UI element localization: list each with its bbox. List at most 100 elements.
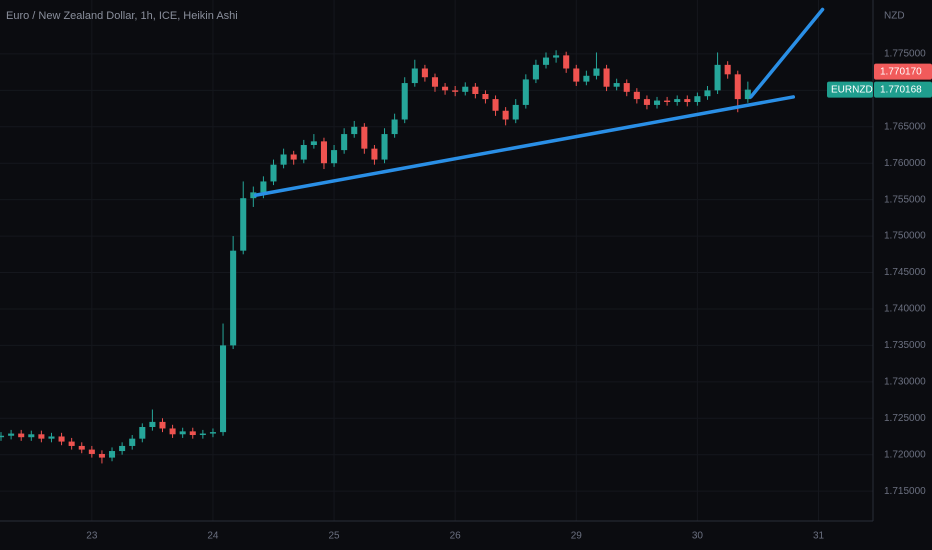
y-tick-label: 1.750000 — [884, 231, 926, 242]
candle-body — [512, 104, 519, 120]
candle-body — [724, 64, 731, 75]
candle-body — [613, 83, 620, 87]
chart-title: Euro / New Zealand Dollar, 1h, ICE, Heik… — [6, 10, 238, 22]
x-tick-label: 30 — [692, 531, 704, 542]
candle-body — [351, 126, 358, 135]
candle-body — [694, 96, 701, 103]
y-tick-label: 1.740000 — [884, 304, 926, 315]
candle-body — [129, 438, 136, 446]
grid — [0, 0, 873, 521]
candle-body — [653, 100, 661, 105]
candle-body — [401, 83, 408, 120]
candle-body — [240, 198, 247, 251]
candle-body — [98, 453, 105, 458]
candle-body — [250, 192, 257, 199]
y-tick-label: 1.745000 — [884, 267, 926, 278]
candle-body — [674, 99, 681, 103]
candle-body — [472, 86, 479, 94]
candle-body — [290, 154, 297, 160]
candle-body — [38, 434, 45, 439]
candle-body — [704, 90, 711, 97]
candle-body — [502, 110, 509, 120]
candle-body — [18, 433, 25, 438]
candle-body — [462, 86, 469, 92]
x-tick-label: 29 — [571, 531, 583, 542]
candle-body — [48, 436, 55, 439]
y-tick-label: 1.730000 — [884, 376, 926, 387]
candle-body — [270, 164, 277, 182]
candle-body — [68, 441, 75, 446]
candle-body — [522, 79, 529, 105]
last-price-label: 1.770170 — [880, 66, 922, 77]
trendlines — [253, 7, 825, 198]
candle-body — [361, 126, 368, 149]
time-axis — [0, 521, 873, 550]
candle-body — [220, 345, 227, 433]
candle-body — [341, 134, 348, 151]
candle-body — [714, 64, 721, 91]
symbol-name: EURNZD — [831, 84, 873, 95]
candle-body — [28, 434, 35, 438]
candle-body — [482, 93, 489, 100]
x-tick-label: 23 — [86, 531, 98, 542]
candle-body — [371, 148, 378, 160]
candle-body — [58, 436, 65, 442]
candle-body — [532, 64, 539, 80]
candle-body — [744, 89, 751, 100]
candle-body — [603, 68, 610, 87]
y-tick-label: 1.735000 — [884, 340, 926, 351]
symbol-price-badge — [874, 81, 932, 98]
candle-body — [159, 421, 166, 429]
candle-body — [260, 181, 267, 193]
candle-body — [391, 119, 398, 135]
candle-body — [442, 86, 449, 91]
y-tick-label: 1.755000 — [884, 194, 926, 205]
candle-body — [553, 55, 560, 58]
x-tick-label: 31 — [813, 531, 825, 542]
candles — [0, 50, 751, 464]
candle-body — [300, 145, 307, 160]
candle-body — [381, 134, 388, 160]
y-tick-label: 1.720000 — [884, 449, 926, 460]
candle-body — [452, 90, 459, 92]
x-tick-label: 25 — [328, 531, 340, 542]
candle-body — [139, 427, 146, 439]
x-tick-label: 24 — [207, 531, 219, 542]
y-tick-label: 1.725000 — [884, 413, 926, 424]
candle-body — [623, 83, 630, 92]
y-tick-label: 1.760000 — [884, 158, 926, 169]
candle-body — [643, 99, 650, 105]
candle-body — [411, 68, 418, 84]
candle-body — [280, 154, 287, 165]
candle-body — [684, 99, 691, 103]
candle-body — [431, 77, 439, 87]
trendline — [253, 95, 796, 198]
candle-body — [421, 68, 428, 78]
candle-body — [169, 428, 176, 435]
symbol-badge — [827, 81, 873, 98]
x-tick-label: 26 — [450, 531, 462, 542]
candle-body — [492, 99, 499, 111]
candle-body — [88, 449, 95, 454]
candle-body — [331, 150, 338, 164]
candle-body — [78, 445, 85, 450]
candle-body — [542, 57, 550, 65]
candle-body — [583, 75, 590, 82]
trendline — [749, 7, 825, 99]
candle-body — [633, 91, 640, 100]
y-tick-label: 1.765000 — [884, 121, 926, 132]
candle-body — [664, 100, 671, 103]
candle-body — [563, 55, 570, 69]
candle-body — [179, 431, 186, 435]
candle-body — [593, 68, 600, 76]
axis-labels: 1.715000 1.720000 1.725000 1.730000 1.735000… — [86, 49, 932, 542]
symbol-price: 1.770168 — [880, 84, 922, 95]
candle-body — [8, 433, 15, 436]
axis-currency: NZD — [884, 11, 905, 22]
candle-body — [0, 435, 5, 438]
candle-body — [573, 68, 580, 82]
candle-body — [199, 433, 206, 436]
candle-body — [734, 74, 741, 100]
